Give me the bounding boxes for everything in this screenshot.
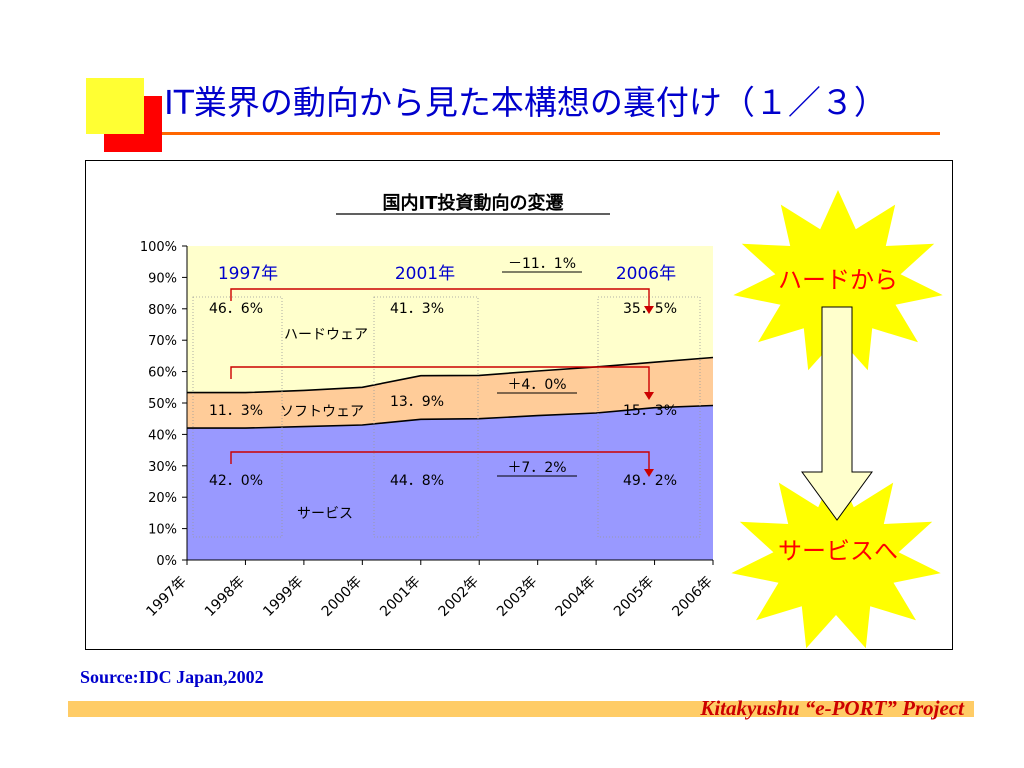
- trend-arrow-service-head: [644, 469, 654, 477]
- trend-arrow-service: [230, 451, 650, 471]
- service-value-label: 44．8%: [390, 473, 444, 489]
- x-tick-label: 2004年: [553, 574, 599, 620]
- down-arrow: [801, 306, 873, 521]
- delta-hardware: －11．1%: [508, 256, 576, 272]
- x-tick-label: 2000年: [319, 574, 365, 620]
- y-tick-label: 100%: [140, 240, 177, 255]
- software-value-label: 11．3%: [209, 403, 263, 419]
- y-tick-label: 0%: [156, 554, 177, 569]
- service-value-label: 42．0%: [209, 473, 263, 489]
- trend-arrow-hardware: [230, 288, 650, 308]
- footer-project-name: Kitakyushu “e-PORT” Project: [700, 696, 964, 720]
- software-value-label: 15．3%: [623, 403, 677, 419]
- area-hardware: [187, 246, 713, 393]
- y-tick-label: 30%: [148, 460, 177, 475]
- highlight-box-1: [192, 296, 283, 538]
- area-service: [187, 405, 713, 560]
- software-value-label: 13．9%: [390, 394, 444, 410]
- trend-arrow-software-head: [644, 392, 654, 400]
- starburst-bottom: [731, 468, 941, 649]
- hardware-value-label: 41．3%: [390, 301, 444, 317]
- footer-bar: [68, 701, 974, 717]
- service-value-label: 49．2%: [623, 473, 677, 489]
- area-software: [187, 357, 713, 429]
- y-tick-label: 40%: [148, 428, 177, 443]
- x-tick-label: 2002年: [436, 574, 482, 620]
- series-label-software: ソフトウェア: [280, 404, 364, 420]
- y-tick-label: 10%: [148, 523, 177, 538]
- x-tick-label: 1998年: [202, 574, 248, 620]
- x-tick-label: 2003年: [494, 574, 540, 620]
- trend-arrow-software: [230, 366, 650, 394]
- starburst-top: [733, 190, 943, 371]
- y-tick-label: 50%: [148, 397, 177, 412]
- boundary-software-service: [187, 404, 714, 429]
- callout-bottom: サービスへ: [778, 537, 898, 565]
- slide-title: IT業界の動向から見た本構想の裏付け（１／３）: [164, 83, 887, 122]
- chart-title: 国内IT投資動向の変遷: [383, 192, 564, 214]
- y-tick-label: 70%: [148, 334, 177, 349]
- delta-software: ＋4．0%: [507, 377, 566, 393]
- x-tick-label: 2001年: [377, 574, 423, 620]
- highlight-box-2: [373, 296, 479, 538]
- highlight-year-label: 2001年: [395, 264, 455, 284]
- boundary-hardware-software: [187, 356, 714, 394]
- y-tick-label: 80%: [148, 303, 177, 318]
- y-tick-label: 20%: [148, 491, 177, 506]
- trend-arrow-hardware-head: [644, 306, 654, 314]
- x-tick-label: 2005年: [611, 574, 657, 620]
- x-tick-label: 2006年: [669, 574, 715, 620]
- series-label-service: サービス: [297, 506, 353, 522]
- highlight-year-label: 2006年: [616, 264, 676, 284]
- decorative-yellow-square: [86, 78, 144, 134]
- y-tick-label: 90%: [148, 271, 177, 286]
- hardware-value-label: 46．6%: [209, 301, 263, 317]
- highlight-year-label: 1997年: [218, 264, 278, 284]
- delta-service: ＋7．2%: [507, 460, 566, 476]
- title-underline: [150, 132, 940, 135]
- x-tick-label: 1999年: [260, 574, 306, 620]
- callout-top: ハードから: [778, 266, 898, 294]
- y-tick-label: 60%: [148, 366, 177, 381]
- x-tick-label: 1997年: [143, 574, 189, 620]
- source-note: Source:IDC Japan,2002: [80, 667, 264, 687]
- series-label-hardware: ハードウェア: [284, 327, 368, 343]
